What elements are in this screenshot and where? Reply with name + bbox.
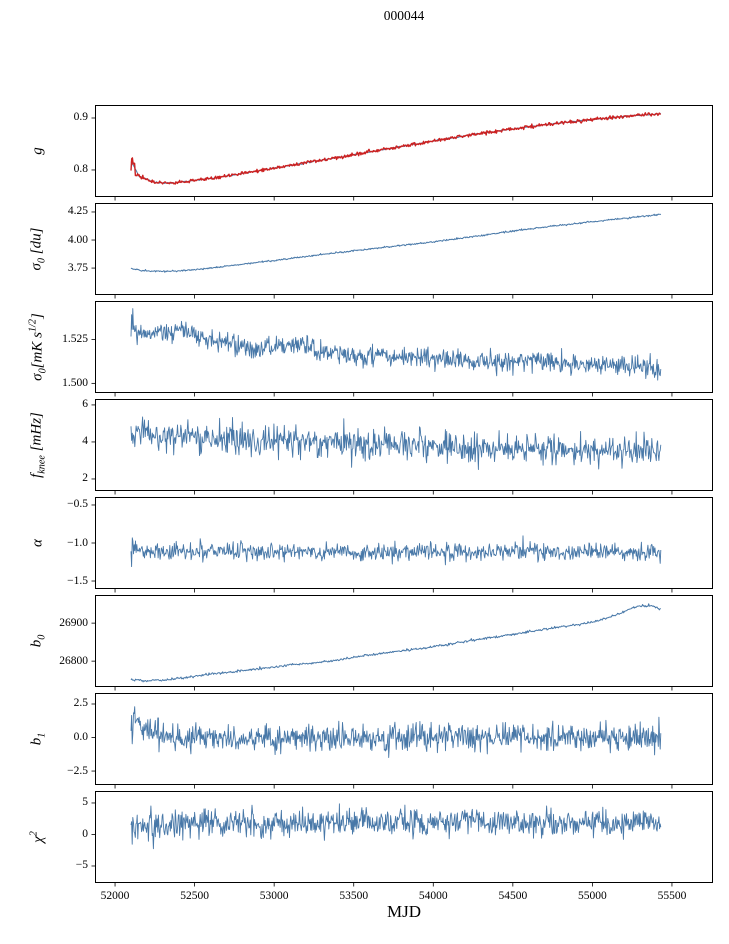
tick-marks (91, 703, 673, 789)
y-tick-label: 6 (82, 398, 88, 411)
panel-sigma0-du (91, 203, 713, 299)
y-tick-label: 0.9 (73, 111, 88, 124)
series-line-data (130, 112, 661, 185)
y-axis-label-g: g (29, 147, 46, 155)
panel-chi2 (91, 791, 713, 887)
x-tick-label: 52500 (180, 890, 209, 902)
axes-frame (95, 693, 713, 785)
panel-b1 (91, 693, 713, 789)
y-tick-label: 1.500 (62, 376, 88, 389)
panel-fknee (91, 399, 713, 495)
y-tick-label: −2.5 (67, 764, 88, 777)
y-tick-label: 26800 (59, 654, 88, 667)
x-axis-label: MJD (386, 902, 421, 921)
x-tick-label: 54000 (418, 890, 448, 902)
tick-marks (91, 211, 673, 299)
y-tick-label: 3.75 (67, 261, 88, 274)
series-line-sigma0-du (130, 213, 662, 273)
panel-alpha (91, 497, 713, 593)
axes-frame (95, 399, 713, 491)
y-tick-label: −1.0 (67, 536, 88, 549)
x-tick-label: 53500 (339, 890, 369, 902)
series-line-alpha (130, 535, 662, 568)
axes-frame (95, 497, 713, 589)
y-tick-label: 1.525 (62, 333, 88, 346)
y-tick-label: 0.8 (73, 163, 88, 176)
y-tick-label: 2.5 (73, 697, 88, 710)
y-tick-label: 4 (82, 435, 88, 448)
tick-marks (91, 117, 673, 201)
tick-marks (91, 504, 673, 593)
tick-marks (91, 802, 673, 887)
y-tick-label: 2 (82, 472, 88, 485)
figure-title: 000044 (383, 8, 425, 23)
y-axis-label-b0: b0 (28, 634, 48, 648)
y-tick-label: −0.5 (67, 498, 88, 511)
y-tick-label: 5 (82, 796, 88, 809)
panel-g (91, 105, 713, 201)
axes-frame (95, 791, 713, 883)
axes-frame (95, 105, 713, 197)
y-tick-label: −5 (75, 859, 88, 872)
panel-b0 (91, 595, 713, 691)
axes-frame (95, 595, 713, 687)
x-tick-label: 55000 (578, 890, 607, 902)
series-line-chi2 (130, 803, 662, 850)
x-tick-label: 53000 (259, 890, 289, 902)
series-line-b0 (130, 603, 661, 683)
series-line-b1 (130, 706, 662, 758)
y-tick-label: −1.5 (67, 574, 88, 587)
y-tick-label: 0 (82, 827, 88, 840)
tick-marks (91, 622, 673, 691)
series-line-sigma0-mK (130, 308, 662, 381)
x-tick-label: 52000 (100, 890, 130, 902)
y-tick-label: 4.25 (67, 205, 88, 218)
x-tick-label: 55500 (657, 890, 687, 902)
panel-sigma0-mK (91, 301, 713, 397)
tick-marks (91, 339, 673, 397)
axes-frame (95, 203, 713, 295)
tick-marks (91, 404, 673, 495)
y-tick-label: 4.00 (67, 233, 88, 246)
y-tick-label: 26900 (59, 616, 88, 629)
axes-frame (95, 301, 713, 393)
y-tick-label: 0.0 (73, 731, 88, 744)
series-line-fknee (130, 416, 662, 470)
x-tick-label: 54500 (498, 890, 528, 902)
